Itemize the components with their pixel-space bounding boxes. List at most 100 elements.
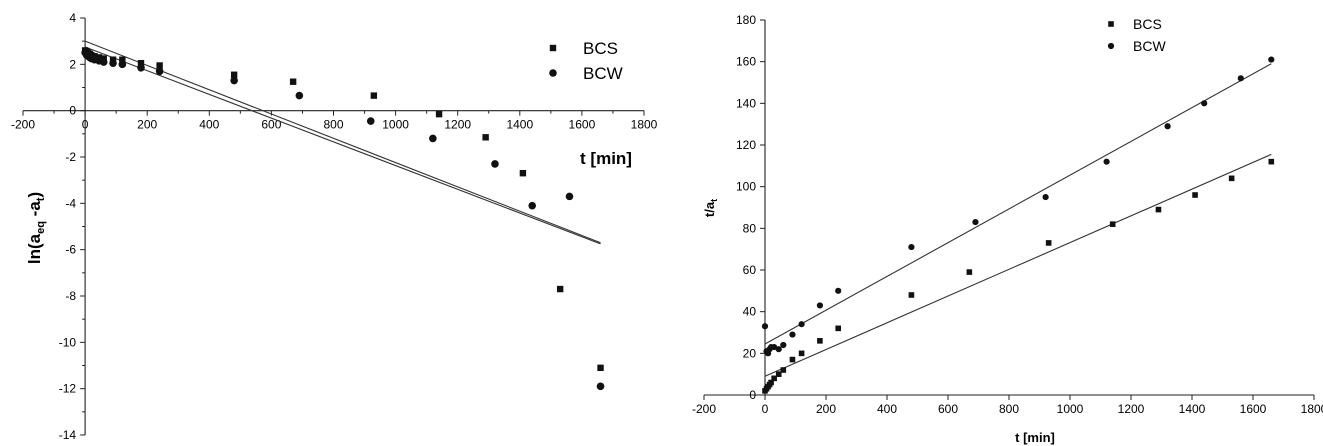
right-x-tick-label: 400 xyxy=(877,402,897,416)
left-point-bcw xyxy=(295,91,304,100)
left-x-tick-label: 800 xyxy=(323,118,343,132)
left-point-bcs xyxy=(119,56,126,63)
left-fit-line-bcs xyxy=(84,46,601,245)
left-point-bcw xyxy=(366,117,375,125)
left-point-bcw xyxy=(429,134,437,143)
left-point-bcs xyxy=(370,92,378,99)
right-x-tick-label: 600 xyxy=(938,402,958,416)
left-point-bcw xyxy=(99,58,108,66)
right-y-tick-label: 20 xyxy=(743,346,757,360)
right-point-bcs xyxy=(835,325,841,332)
left-point-bcs xyxy=(230,71,238,78)
left-x-axis-label: t [min] xyxy=(580,149,632,168)
right-y-tick-label: 0 xyxy=(749,388,756,402)
left-x-tick-label: 1200 xyxy=(444,118,471,132)
right-x-tick-label: -200 xyxy=(692,402,716,416)
right-y-tick-label: 140 xyxy=(736,96,756,110)
left-x-tick-label: 1000 xyxy=(382,118,409,132)
right-point-bcw xyxy=(1268,56,1275,63)
right-point-bcw xyxy=(972,218,979,226)
right-x-tick-label: 1200 xyxy=(1118,402,1145,416)
right-x-axis-label: t [min] xyxy=(1015,430,1055,445)
right-point-bcs xyxy=(789,356,796,363)
left-point-bcs xyxy=(156,62,163,69)
left-y-tick-label: 2 xyxy=(69,57,76,71)
left-fit-line-bcw xyxy=(84,40,601,244)
left-x-tick-label: 1600 xyxy=(569,118,596,132)
right-y-tick-label: 80 xyxy=(743,221,757,235)
chart-t-over-at: -200 0 200 400 600 800 1000 1200 1400 1600 1800 0 20… xyxy=(692,13,1323,445)
right-point-bcw xyxy=(1201,100,1208,107)
left-point-bcw xyxy=(109,59,117,67)
left-y-tick-label: -2 xyxy=(65,150,76,164)
right-x-tick-label: 1800 xyxy=(1301,402,1323,416)
right-point-bcs xyxy=(798,350,805,357)
left-y-axis-label: ln(aeq -at) xyxy=(25,192,47,264)
right-legend-marker-bcs xyxy=(1108,21,1114,27)
left-y-tick-label: -10 xyxy=(59,335,77,349)
right-point-bcs xyxy=(817,338,823,344)
right-point-bcw xyxy=(1237,75,1244,82)
left-point-bcs xyxy=(519,170,527,177)
left-y-tick-label: -4 xyxy=(65,196,76,210)
right-y-tick-label: 60 xyxy=(743,263,757,277)
right-point-bcs xyxy=(768,379,774,386)
right-point-bcs xyxy=(771,375,777,382)
left-y-tick-label: -8 xyxy=(65,289,76,303)
left-point-bcs xyxy=(137,59,145,67)
left-y-tick-label: -6 xyxy=(65,243,76,257)
right-legend-marker-bcw xyxy=(1107,42,1115,50)
left-point-bcs xyxy=(435,110,443,118)
right-point-bcw xyxy=(789,331,796,338)
right-point-bcw xyxy=(1164,123,1171,130)
right-x-tick-label: 0 xyxy=(762,402,769,416)
right-point-bcw xyxy=(1042,193,1049,201)
right-x-tick-label: 800 xyxy=(999,402,1019,416)
right-point-bcw xyxy=(780,341,787,349)
right-x-tick-label: 1600 xyxy=(1240,402,1267,416)
right-point-bcs xyxy=(780,367,787,373)
right-point-bcs xyxy=(1268,158,1275,165)
left-point-bcw xyxy=(118,60,127,69)
right-point-bcs xyxy=(1155,206,1162,213)
left-point-bcs xyxy=(556,285,564,293)
left-point-bcs xyxy=(597,364,604,372)
left-point-bcs xyxy=(289,78,297,85)
left-x-tick-label: 1400 xyxy=(506,118,533,132)
right-y-tick-label: 180 xyxy=(736,13,756,27)
left-point-bcw xyxy=(528,201,537,210)
left-y-tick-label: 0 xyxy=(69,104,76,118)
right-point-bcw xyxy=(1103,158,1110,165)
right-legend-label-bcw: BCW xyxy=(1133,38,1166,54)
right-point-bcw xyxy=(775,346,782,353)
right-point-bcw xyxy=(908,243,915,251)
right-point-bcs xyxy=(1045,240,1052,246)
right-fit-line-bcw xyxy=(764,63,1272,345)
left-x-tick-label: 200 xyxy=(137,118,157,132)
right-point-bcw xyxy=(761,323,769,330)
right-y-tick-label: 100 xyxy=(736,180,756,194)
left-point-bcw xyxy=(596,382,605,391)
left-point-bcs xyxy=(482,134,489,141)
left-x-tick-label: 400 xyxy=(199,118,219,132)
left-legend-marker-bcs xyxy=(549,44,557,52)
right-point-bcs xyxy=(966,269,973,275)
left-legend-label-bcw: BCW xyxy=(583,64,623,83)
left-y-tick-label: -12 xyxy=(59,382,77,396)
right-y-tick-label: 120 xyxy=(736,138,756,152)
right-x-tick-label: 1400 xyxy=(1179,402,1206,416)
left-y-tick-label: -14 xyxy=(59,428,77,442)
left-point-bcw xyxy=(491,160,499,168)
left-point-bcw xyxy=(230,76,238,85)
right-x-tick-label: 200 xyxy=(816,402,836,416)
right-y-tick-label: 160 xyxy=(736,55,756,69)
right-point-bcs xyxy=(1228,175,1235,182)
chart-ln-kinetics: -200 0 200 400 600 800 1000 1200 1400 1600 1800 4 2 0… xyxy=(11,11,658,442)
left-y-tick-label: 4 xyxy=(69,11,76,25)
right-point-bcs xyxy=(1192,192,1198,198)
left-point-bcw xyxy=(137,64,145,72)
right-fit-line-bcs xyxy=(764,153,1272,377)
right-point-bcs xyxy=(1109,221,1116,227)
right-point-bcw xyxy=(798,321,805,328)
